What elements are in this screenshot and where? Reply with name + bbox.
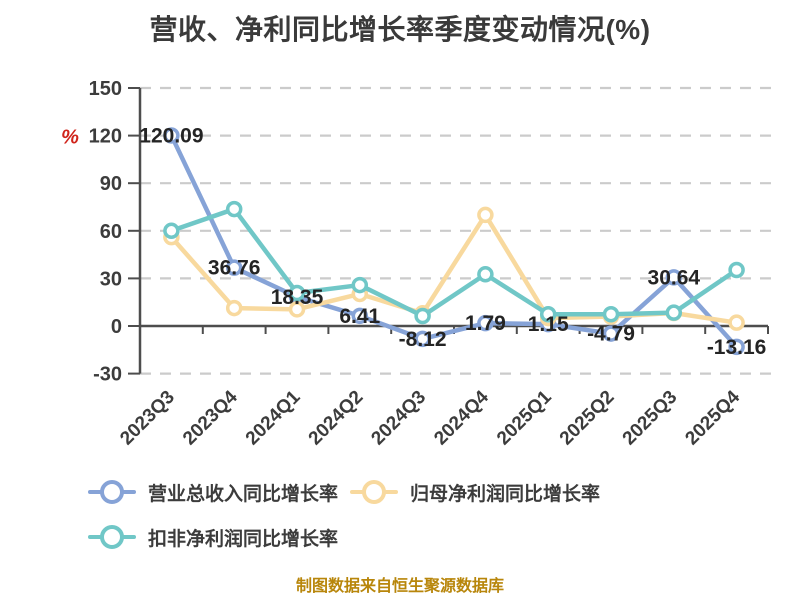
data-point-marker	[351, 307, 369, 325]
data-point-marker	[225, 299, 243, 317]
legend-item-revenue-yoy[interactable]: 营业总收入同比增长率	[88, 479, 338, 505]
legend-label: 营业总收入同比增长率	[148, 483, 339, 505]
data-label: 36.76	[208, 257, 261, 280]
data-label: 30.64	[648, 266, 701, 289]
data-point-marker	[728, 314, 745, 331]
data-point-marker	[288, 301, 306, 318]
data-point-marker	[163, 127, 180, 144]
x-axis-label-2025Q3: 2025Q3	[619, 387, 682, 450]
legend-label: 扣非净利润同比增长率	[148, 528, 339, 550]
legend-line-marker-icon	[88, 479, 136, 505]
data-point-marker	[602, 325, 620, 342]
x-axis-label-2024Q1: 2024Q1	[242, 386, 305, 449]
legend-item-net-profit-yoy[interactable]: 归母净利润同比增长率	[350, 479, 600, 505]
y-axis-unit-percent: %	[61, 127, 79, 149]
y-axis-label: 30	[100, 268, 122, 290]
data-label: 120.09	[139, 124, 203, 147]
data-point-marker	[225, 200, 243, 218]
x-axis-label-2025Q2: 2025Q2	[556, 387, 619, 450]
data-label: 6.41	[339, 305, 380, 328]
data-label: -13.16	[707, 336, 767, 359]
data-point-marker	[539, 306, 557, 323]
data-point-marker	[414, 307, 431, 325]
y-axis-label: 150	[89, 78, 122, 100]
source-caption: 制图数据来自恒生聚源数据库	[295, 578, 504, 595]
series-line-deducted-net-profit-yoy	[169, 206, 739, 319]
data-label: 1.15	[528, 313, 569, 336]
data-point-marker	[163, 222, 180, 240]
chart-title: 营收、净利同比增长率季度变动情况(%)	[149, 14, 651, 45]
data-point-marker	[288, 284, 306, 302]
data-label: 1.79	[465, 312, 506, 335]
data-point-marker	[225, 259, 243, 276]
data-point-marker	[602, 306, 620, 323]
data-point-marker	[477, 266, 494, 283]
data-point-marker	[351, 276, 369, 294]
y-axis-label: 60	[100, 221, 122, 243]
data-point-marker	[665, 304, 683, 321]
y-axis-label: 90	[100, 173, 122, 195]
legend-label: 归母净利润同比增长率	[410, 483, 601, 505]
series-deducted-net-profit-yoy	[163, 200, 745, 325]
legend-line-marker-icon	[88, 524, 136, 550]
data-labels: 120.09 36.76 18.35 6.41 -8.12 1.79 1.15 -4.79 30…	[139, 124, 766, 358]
data-point-marker	[477, 206, 494, 224]
data-label: -8.12	[399, 328, 447, 351]
data-point-marker	[477, 314, 494, 332]
x-axis-label-2024Q4: 2024Q4	[430, 386, 493, 449]
x-axis-label-2024Q3: 2024Q3	[367, 387, 430, 450]
series-revenue-yoy	[163, 127, 745, 356]
data-point-marker	[728, 338, 745, 356]
legend-line-marker-icon	[350, 479, 398, 505]
data-label: 18.35	[271, 286, 324, 309]
data-point-marker	[665, 269, 683, 286]
data-point-marker	[728, 261, 745, 279]
legend-item-deducted-net-profit-yoy[interactable]: 扣非净利润同比增长率	[88, 524, 338, 550]
x-axis-label-2023Q4: 2023Q4	[179, 386, 242, 449]
y-axis-label: 0	[111, 316, 122, 338]
x-axis-label-2024Q2: 2024Q2	[305, 387, 368, 450]
x-axis-label-2025Q4: 2025Q4	[681, 386, 744, 449]
series-line-revenue-yoy	[169, 133, 739, 350]
y-axis: 150 120 90 60 30 0 -30%	[61, 78, 142, 386]
y-axis-label: 120	[89, 126, 122, 148]
y-axis-label: -30	[93, 364, 122, 386]
x-axis-label-2025Q1: 2025Q1	[493, 386, 556, 449]
x-axis-label-2023Q3: 2023Q3	[116, 387, 179, 450]
data-point-marker	[414, 330, 431, 348]
data-label: -4.79	[587, 323, 635, 346]
